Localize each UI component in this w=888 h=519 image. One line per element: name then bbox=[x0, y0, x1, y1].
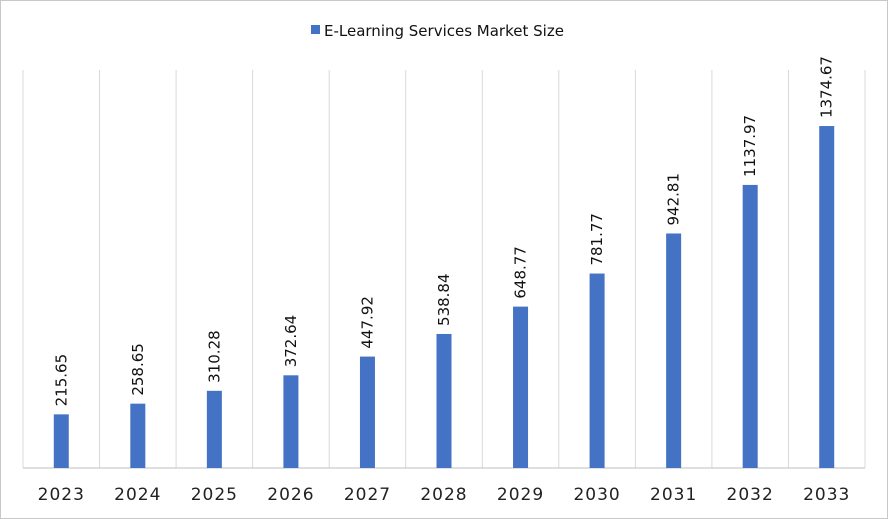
data-label-2026: 372.64 bbox=[282, 315, 300, 368]
data-label-2032: 1137.97 bbox=[741, 115, 759, 177]
bar-2030 bbox=[589, 273, 605, 468]
grid-lines bbox=[22, 70, 866, 469]
x-tick-label-2033: 2033 bbox=[803, 485, 850, 505]
data-label-2023: 215.65 bbox=[52, 354, 70, 407]
x-tick-label-2028: 2028 bbox=[420, 485, 467, 505]
bar-2031 bbox=[666, 233, 682, 468]
bar-2032 bbox=[742, 184, 758, 468]
x-tick-label-2027: 2027 bbox=[344, 485, 391, 505]
x-tick-label-2029: 2029 bbox=[497, 485, 544, 505]
x-tick-label-2026: 2026 bbox=[267, 485, 314, 505]
x-tick-label-2023: 2023 bbox=[38, 485, 85, 505]
data-label-2024: 258.65 bbox=[129, 343, 147, 396]
legend-label: E-Learning Services Market Size bbox=[324, 22, 564, 40]
data-label-2031: 942.81 bbox=[665, 173, 683, 226]
bar-2027 bbox=[359, 356, 375, 468]
data-label-2028: 538.84 bbox=[435, 273, 453, 326]
bar-2028 bbox=[436, 333, 452, 468]
x-tick-label-2031: 2031 bbox=[650, 485, 697, 505]
data-label-2025: 310.28 bbox=[205, 330, 223, 383]
data-label-2027: 447.92 bbox=[358, 296, 376, 349]
bar-2025 bbox=[206, 390, 222, 468]
bar-2033 bbox=[819, 126, 835, 468]
data-labels: 215.65 258.65 310.28 372.64 447.92 538.84 648.… bbox=[52, 56, 835, 406]
legend: E-Learning Services Market Size bbox=[311, 22, 564, 40]
bar-2023 bbox=[53, 414, 69, 468]
x-tick-label-2024: 2024 bbox=[114, 485, 161, 505]
x-tick-label-2030: 2030 bbox=[573, 485, 620, 505]
bar-2029 bbox=[513, 306, 529, 468]
data-label-2030: 781.77 bbox=[588, 213, 606, 266]
x-tick-label-2032: 2032 bbox=[727, 485, 774, 505]
x-axis-tick-labels: 2023 2024 2025 2026 2027 2028 2029 2030 2031 2032… bbox=[38, 485, 850, 505]
x-tick-label-2025: 2025 bbox=[191, 485, 238, 505]
bar-2026 bbox=[283, 375, 299, 468]
bars bbox=[53, 126, 835, 468]
data-label-2033: 1374.67 bbox=[818, 56, 836, 118]
data-label-2029: 648.77 bbox=[512, 246, 530, 299]
bar-2024 bbox=[130, 403, 146, 468]
legend-swatch bbox=[311, 25, 320, 34]
